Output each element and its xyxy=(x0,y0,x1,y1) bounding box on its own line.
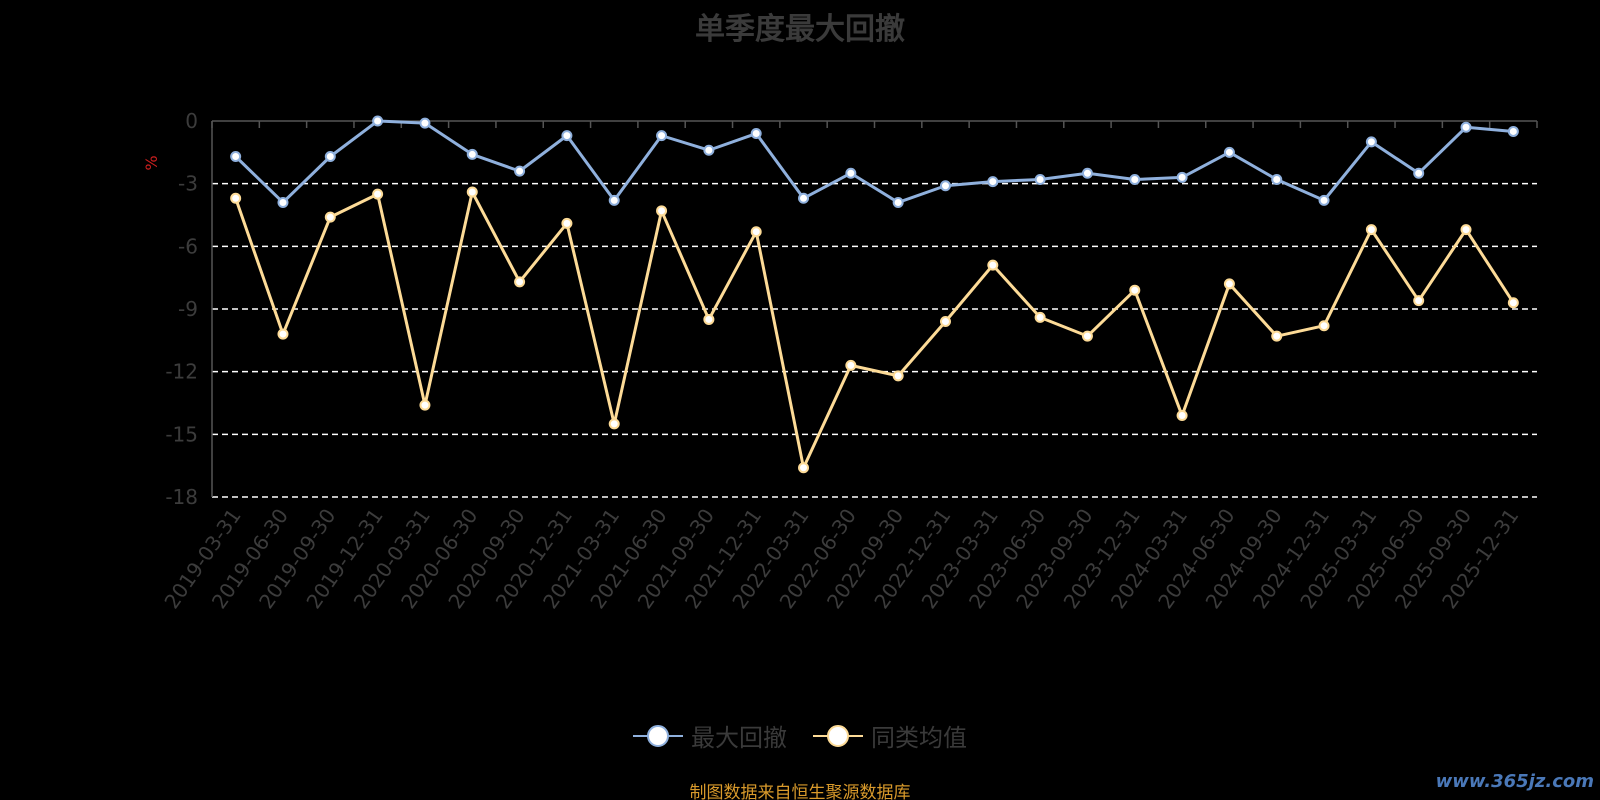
legend-label-peer-average: 同类均值 xyxy=(871,724,967,752)
data-point-s0-9[interactable] xyxy=(656,130,668,142)
data-point-s0-22[interactable] xyxy=(1271,173,1283,185)
data-point-s1-14[interactable] xyxy=(892,370,904,382)
data-point-s1-19[interactable] xyxy=(1129,284,1141,296)
data-point-s1-26[interactable] xyxy=(1460,224,1472,236)
data-point-s1-0[interactable] xyxy=(230,192,242,204)
y-tick-label: 0 xyxy=(185,109,198,133)
axis-layer: 0-3-6-9-12-15-18%2019-03-312019-06-30201… xyxy=(142,109,1538,613)
data-point-s1-7[interactable] xyxy=(561,217,573,229)
legend-marker-peer-average-icon xyxy=(813,724,863,747)
data-point-s0-12[interactable] xyxy=(798,192,810,204)
data-point-s0-18[interactable] xyxy=(1081,167,1093,179)
data-point-s1-20[interactable] xyxy=(1176,410,1188,422)
data-point-s0-7[interactable] xyxy=(561,130,573,142)
data-point-s1-2[interactable] xyxy=(324,211,336,223)
data-point-s0-16[interactable] xyxy=(987,176,999,188)
data-point-s1-4[interactable] xyxy=(419,399,431,411)
y-tick-label: -18 xyxy=(165,485,198,509)
legend-item-max-drawdown[interactable]: 最大回撤 xyxy=(633,718,787,753)
data-point-s0-1[interactable] xyxy=(277,196,289,208)
data-point-s1-21[interactable] xyxy=(1223,278,1235,290)
series-layer xyxy=(230,115,1519,474)
data-point-s0-20[interactable] xyxy=(1176,171,1188,183)
data-point-s0-2[interactable] xyxy=(324,151,336,163)
data-point-s1-16[interactable] xyxy=(987,259,999,271)
data-point-s0-19[interactable] xyxy=(1129,173,1141,185)
series-line-1 xyxy=(234,190,1515,470)
data-point-s1-15[interactable] xyxy=(939,316,951,328)
data-point-s0-3[interactable] xyxy=(372,115,384,127)
data-point-s0-11[interactable] xyxy=(750,128,762,140)
data-point-s0-4[interactable] xyxy=(419,117,431,129)
data-point-s1-17[interactable] xyxy=(1034,311,1046,323)
data-point-s0-8[interactable] xyxy=(608,194,620,206)
data-point-s0-17[interactable] xyxy=(1034,173,1046,185)
data-point-s1-13[interactable] xyxy=(845,359,857,371)
data-point-s0-6[interactable] xyxy=(514,165,526,177)
data-point-s1-3[interactable] xyxy=(372,188,384,200)
series-line-0 xyxy=(234,119,1514,204)
data-point-s1-12[interactable] xyxy=(798,462,810,474)
data-point-s0-5[interactable] xyxy=(466,148,478,160)
chart-title: 单季度最大回撤 xyxy=(695,12,905,47)
data-point-s1-11[interactable] xyxy=(750,226,762,238)
data-point-s1-5[interactable] xyxy=(466,186,478,198)
y-tick-label: -3 xyxy=(178,172,198,196)
y-tick-label: -9 xyxy=(178,297,198,321)
data-point-s0-21[interactable] xyxy=(1223,146,1235,158)
data-point-s1-23[interactable] xyxy=(1318,320,1330,332)
data-point-s1-18[interactable] xyxy=(1081,330,1093,342)
data-point-s0-26[interactable] xyxy=(1460,121,1472,133)
watermark: www.365jz.com xyxy=(1435,771,1594,792)
data-point-s1-25[interactable] xyxy=(1413,295,1425,307)
data-point-s1-6[interactable] xyxy=(514,276,526,288)
data-point-s0-23[interactable] xyxy=(1318,194,1330,206)
data-point-s1-10[interactable] xyxy=(703,313,715,325)
data-point-s1-22[interactable] xyxy=(1271,330,1283,342)
legend-marker-max-drawdown-icon xyxy=(633,724,683,747)
source-note: 制图数据来自恒生聚源数据库 xyxy=(689,783,911,800)
data-point-s1-1[interactable] xyxy=(277,328,289,340)
data-point-s0-14[interactable] xyxy=(892,196,904,208)
legend-label-max-drawdown: 最大回撤 xyxy=(691,724,787,752)
y-tick-label: -15 xyxy=(165,422,198,446)
data-point-s0-24[interactable] xyxy=(1365,136,1377,148)
legend: 最大回撤 同类均值 xyxy=(0,718,1600,753)
data-point-s1-8[interactable] xyxy=(608,418,620,430)
legend-item-peer-average[interactable]: 同类均值 xyxy=(813,718,967,753)
data-point-s0-0[interactable] xyxy=(230,151,242,163)
data-point-s1-9[interactable] xyxy=(656,205,668,217)
y-axis-unit-label: % xyxy=(142,155,161,170)
data-point-s0-25[interactable] xyxy=(1413,167,1425,179)
data-point-s0-27[interactable] xyxy=(1507,125,1519,137)
y-tick-label: -12 xyxy=(165,360,198,384)
data-point-s0-10[interactable] xyxy=(703,144,715,156)
data-point-s1-27[interactable] xyxy=(1507,297,1519,309)
y-tick-label: -6 xyxy=(178,234,198,258)
data-point-s1-24[interactable] xyxy=(1365,224,1377,236)
data-point-s0-13[interactable] xyxy=(845,167,857,179)
data-point-s0-15[interactable] xyxy=(939,180,951,192)
